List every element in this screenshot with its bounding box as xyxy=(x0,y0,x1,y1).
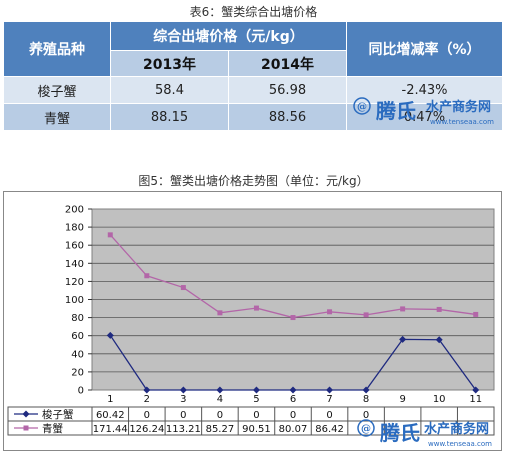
x-tick-label: 1 xyxy=(107,394,113,405)
data-label: 171.44 xyxy=(93,424,128,435)
row-value-2014: 56.98 xyxy=(227,76,348,104)
x-tick-label: 3 xyxy=(180,394,186,405)
table-caption: 表6：蟹类综合出塘价格 xyxy=(189,5,318,19)
data-label: 0 xyxy=(326,410,332,421)
data-label: 90.51 xyxy=(242,424,271,435)
chart-frame: 0 20 40 60 80 100 120 140 160 180 200 1 2 3 4 5 6 7 8 9 10 11… xyxy=(3,191,502,451)
x-tick-label: 10 xyxy=(433,394,446,405)
row-value-2013: 88.15 xyxy=(110,103,229,131)
legend-label: 青蟹 xyxy=(42,422,63,435)
x-tick-label: 7 xyxy=(326,394,332,405)
data-label: 85.27 xyxy=(206,424,235,435)
data-point xyxy=(400,306,406,312)
row-change: 0.47% xyxy=(346,103,504,131)
data-label: 0 xyxy=(217,410,223,421)
legend-marker xyxy=(22,410,30,418)
row-name: 青蟹 xyxy=(3,103,111,131)
data-label: 0 xyxy=(144,410,150,421)
chart-caption: 图5：蟹类出塘价格走势图（单位：元/kg） xyxy=(138,174,369,188)
x-tick-label: 5 xyxy=(253,394,259,405)
row-name: 梭子蟹 xyxy=(3,76,111,104)
y-tick-label: 180 xyxy=(65,223,84,234)
header-price-group: 综合出塘价格（元/kg） xyxy=(109,21,348,51)
data-point xyxy=(289,386,297,394)
data-point xyxy=(327,309,333,315)
legend-label: 梭子蟹 xyxy=(42,408,74,421)
header-variety: 养殖品种 xyxy=(3,21,111,77)
data-point xyxy=(107,232,113,238)
data-point xyxy=(180,285,186,291)
data-label: 0 xyxy=(180,410,186,421)
data-point xyxy=(143,386,151,394)
y-tick-label: 80 xyxy=(71,313,84,324)
data-label: 60.42 xyxy=(96,410,125,421)
data-point xyxy=(144,273,150,279)
data-point xyxy=(216,386,224,394)
y-tick-label: 0 xyxy=(78,386,84,397)
data-point xyxy=(106,331,114,339)
data-point xyxy=(179,386,187,394)
x-tick-label: 6 xyxy=(290,394,296,405)
x-tick-label: 2 xyxy=(144,394,150,405)
y-tick-label: 60 xyxy=(71,331,84,342)
data-point xyxy=(399,335,407,343)
y-tick-label: 200 xyxy=(65,205,84,216)
y-tick-label: 20 xyxy=(71,367,84,378)
data-point xyxy=(362,386,370,394)
header-year-2013: 2013年 xyxy=(110,50,229,77)
table-row: 青蟹 88.15 88.56 0.47% xyxy=(3,103,504,131)
y-tick-label: 160 xyxy=(65,241,84,252)
y-tick-label: 100 xyxy=(65,295,84,306)
y-tick-label: 140 xyxy=(65,259,84,270)
data-point xyxy=(253,305,259,311)
x-tick-label: 11 xyxy=(469,394,482,405)
header-change: 同比增减率（%） xyxy=(346,21,504,77)
row-change: -2.43% xyxy=(346,76,504,104)
data-point xyxy=(363,312,369,318)
data-label: 80.07 xyxy=(279,424,308,435)
data-point xyxy=(252,386,260,394)
data-label: 86.42 xyxy=(315,424,344,435)
data-point xyxy=(472,386,480,394)
x-tick-label: 9 xyxy=(399,394,405,405)
data-point xyxy=(436,306,442,312)
y-tick-label: 40 xyxy=(71,349,84,360)
data-label: 126.24 xyxy=(129,424,164,435)
data-label: 0 xyxy=(290,410,296,421)
data-point xyxy=(326,386,334,394)
x-tick-label: 4 xyxy=(217,394,223,405)
data-point xyxy=(435,336,443,344)
table-row: 梭子蟹 58.4 56.98 -2.43% xyxy=(3,76,504,104)
row-value-2013: 58.4 xyxy=(110,76,229,104)
header-year-2014: 2014年 xyxy=(227,50,348,77)
x-tick-label: 8 xyxy=(363,394,369,405)
data-label: 113.21 xyxy=(166,424,201,435)
data-point xyxy=(217,310,223,316)
data-point xyxy=(473,311,479,317)
price-table: 养殖品种 综合出塘价格（元/kg） 同比增减率（%） 2013年 2014年 梭… xyxy=(3,21,504,131)
y-tick-label: 120 xyxy=(65,277,84,288)
row-value-2014: 88.56 xyxy=(227,103,348,131)
legend-marker xyxy=(23,425,29,431)
line-chart: 0 20 40 60 80 100 120 140 160 180 200 1 2 3 4 5 6 7 8 9 10 11… xyxy=(7,205,495,436)
data-label: 0 xyxy=(363,410,369,421)
data-label: 0 xyxy=(253,410,259,421)
data-point xyxy=(290,315,296,321)
